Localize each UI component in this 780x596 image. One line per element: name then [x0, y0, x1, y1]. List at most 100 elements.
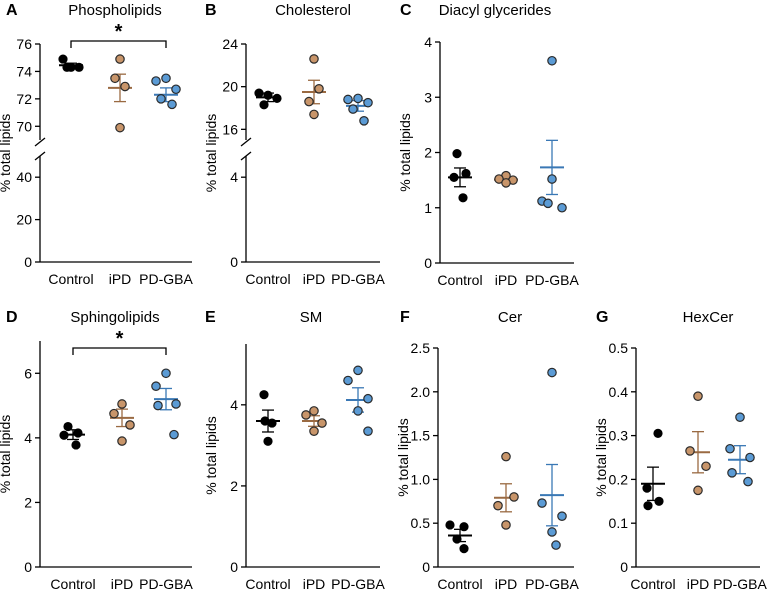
- data-point-control: [73, 428, 83, 438]
- data-point-control: [59, 430, 69, 440]
- significance-star: *: [116, 328, 124, 350]
- x-category-label: PD-GBA: [525, 272, 579, 288]
- data-point-control: [259, 390, 269, 400]
- data-point-pd-gba: [735, 412, 745, 423]
- x-category-label: iPD: [687, 576, 710, 592]
- data-point-control: [259, 100, 269, 110]
- data-point-pd-gba: [743, 476, 753, 487]
- x-category-label: PD-GBA: [139, 576, 193, 592]
- data-point-pd-gba: [353, 406, 363, 416]
- y-tick-label: 4: [230, 397, 238, 413]
- data-point-control: [71, 440, 81, 450]
- panel-c: C Diacyl glycerides 0 1 2 3 4 % total lipids Con…: [397, 2, 579, 288]
- data-point-ipd: [693, 391, 703, 401]
- data-point-control: [58, 54, 68, 64]
- y-tick-label: 0.4: [609, 384, 629, 400]
- panel-letter: G: [596, 309, 608, 326]
- data-point-pd-gba: [343, 375, 353, 386]
- data-point-ipd: [125, 420, 135, 430]
- y-tick-label: 2: [230, 478, 238, 494]
- x-category-label: PD-GBA: [331, 576, 385, 592]
- data-point-pd-gba: [171, 84, 181, 95]
- panel-a: A Phospholipids 0 20 40 70 72 74 76 % total lipid…: [0, 2, 193, 287]
- data-point-ipd: [110, 73, 120, 84]
- data-point-pd-gba: [151, 381, 161, 391]
- data-point-ipd: [309, 109, 319, 120]
- panel-title: Cholesterol: [275, 2, 351, 19]
- data-point-pd-gba: [353, 93, 363, 104]
- data-point-pd-gba: [363, 426, 373, 436]
- data-point-pd-gba: [547, 527, 557, 537]
- data-point-pd-gba: [363, 393, 373, 404]
- x-category-label: Control: [245, 271, 290, 287]
- data-point-control: [62, 62, 72, 72]
- y-tick-label: 6: [24, 365, 32, 381]
- data-point-control: [654, 496, 664, 506]
- data-point-ipd: [314, 84, 324, 94]
- data-point-ipd: [301, 410, 311, 420]
- data-point-control: [445, 520, 455, 530]
- data-point-pd-gba: [543, 198, 553, 209]
- significance-star: *: [115, 21, 123, 43]
- y-axis-label: % total lipids: [395, 418, 411, 497]
- y-tick-label: 0: [24, 559, 32, 575]
- y-tick-label: 20: [16, 212, 32, 228]
- y-tick-label: 1.0: [411, 471, 431, 487]
- y-tick-label: 74: [16, 63, 32, 79]
- y-tick-label: 24: [222, 36, 238, 52]
- significance-bracket: [70, 40, 167, 48]
- y-axis-label: % total lipids: [203, 416, 219, 495]
- data-point-pd-gba: [353, 365, 363, 376]
- data-point-ipd: [685, 446, 695, 456]
- data-point-pd-gba: [557, 202, 567, 213]
- panel-letter: A: [6, 2, 18, 19]
- x-category-label: Control: [245, 576, 290, 592]
- y-tick-label: 76: [16, 36, 32, 52]
- panel-d: D Sphingolipids 0 2 4 6 % total lipids Control i…: [0, 309, 193, 592]
- axis-break-mark: [240, 137, 252, 147]
- data-point-pd-gba: [161, 368, 171, 379]
- y-axis-label: % total lipids: [203, 114, 219, 193]
- data-point-control: [452, 534, 462, 544]
- x-category-label: PD-GBA: [331, 271, 385, 287]
- x-category-label: iPD: [109, 271, 132, 287]
- data-point-control: [267, 418, 277, 428]
- x-category-label: iPD: [303, 576, 326, 592]
- panel-letter: D: [6, 309, 18, 326]
- panel-title: Diacyl glycerides: [439, 2, 552, 19]
- y-tick-label: 0.1: [609, 515, 629, 531]
- axis-break-mark: [34, 137, 46, 147]
- data-point-ipd: [117, 399, 127, 409]
- y-tick-label: 0: [230, 559, 238, 575]
- axis-break-mark: [34, 151, 46, 161]
- data-point-pd-gba: [363, 97, 373, 108]
- data-point-pd-gba: [343, 94, 353, 105]
- x-category-label: iPD: [495, 576, 518, 592]
- data-point-pd-gba: [171, 399, 181, 409]
- y-tick-label: 0.5: [609, 340, 629, 356]
- y-tick-label: 0: [424, 255, 432, 271]
- y-tick-label: 2.5: [411, 340, 431, 356]
- data-point-pd-gba: [547, 367, 557, 378]
- data-point-pd-gba: [153, 400, 163, 411]
- panel-title: SM: [300, 309, 323, 326]
- data-point-ipd: [109, 408, 119, 419]
- data-point-ipd: [501, 520, 511, 530]
- data-point-pd-gba: [745, 452, 755, 463]
- y-axis-label: % total lipids: [397, 113, 413, 192]
- y-tick-label: 0: [230, 254, 238, 270]
- x-category-label: PD-GBA: [713, 576, 767, 592]
- data-point-ipd: [493, 500, 503, 511]
- y-tick-label: 0: [422, 559, 430, 575]
- y-tick-label: 0: [24, 254, 32, 270]
- data-point-pd-gba: [348, 104, 358, 114]
- x-category-label: Control: [437, 272, 482, 288]
- data-point-control: [449, 172, 459, 182]
- panel-g: G HexCer 0 0.1 0.2 0.3 0.4 0.5 % total lipids Con…: [593, 309, 767, 592]
- x-category-label: iPD: [111, 576, 134, 592]
- data-point-ipd: [120, 81, 130, 92]
- data-point-pd-gba: [537, 498, 547, 508]
- data-point-pd-gba: [359, 116, 369, 126]
- data-point-pd-gba: [167, 99, 177, 110]
- y-tick-label: 0: [620, 559, 628, 575]
